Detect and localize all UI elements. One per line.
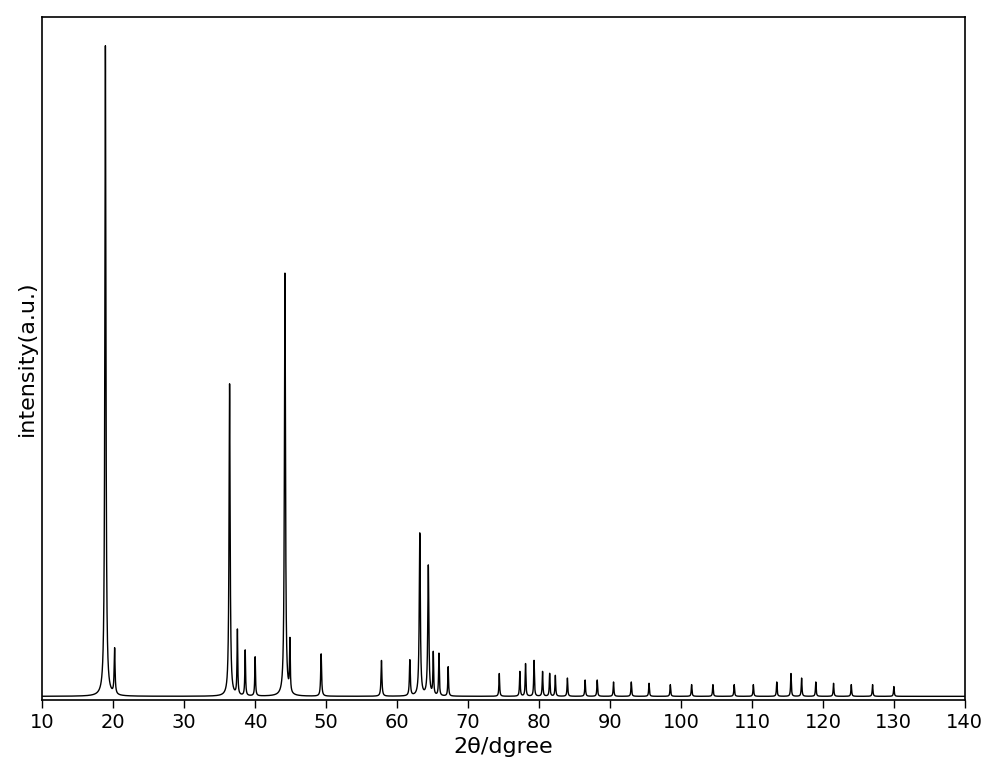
X-axis label: 2θ/dgree: 2θ/dgree [454, 738, 553, 757]
Y-axis label: intensity(a.u.): intensity(a.u.) [17, 280, 37, 436]
